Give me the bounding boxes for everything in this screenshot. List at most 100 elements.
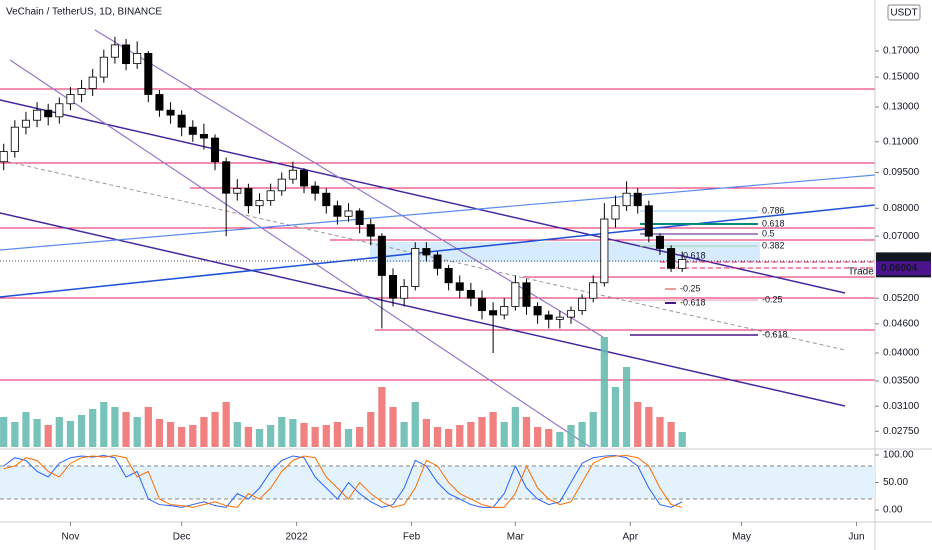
x-tick-label: 2022 [285, 532, 308, 543]
candle-body [288, 169, 297, 180]
y-tick-label: 0.13000 [883, 102, 920, 113]
y-tick-label: 0.11000 [883, 136, 919, 147]
volume-bar [166, 422, 175, 447]
volume-bar [611, 387, 620, 447]
volume-bar [200, 417, 208, 447]
candle-body [99, 56, 108, 78]
candle-body [600, 218, 609, 284]
volume-bar [77, 415, 86, 447]
volume-bar [11, 422, 19, 447]
candle-body [44, 109, 53, 118]
stoch-tick-label: 100.00 [883, 450, 914, 461]
candle-body [277, 178, 286, 192]
volume-bar [155, 419, 164, 447]
volume-bar [289, 419, 297, 447]
trend-line [0, 174, 876, 251]
volume-bar [545, 429, 553, 447]
x-tick-label: Nov [62, 532, 80, 543]
stoch-k-line [3, 455, 683, 508]
volume-bar [33, 419, 41, 447]
volume-bar [244, 427, 253, 447]
candle-body [500, 306, 509, 316]
volume-bar [478, 417, 486, 447]
y-tick-label: 0.05200 [883, 293, 920, 304]
candle-body [433, 254, 442, 269]
candle-body [655, 235, 664, 249]
x-tick-label: Jun [848, 532, 864, 543]
volume-bar [189, 425, 197, 447]
y-tick-label: 0.03100 [883, 401, 920, 412]
volume-bar [589, 412, 597, 447]
stoch-tick-label: 50.00 [883, 477, 908, 488]
candle-body [422, 248, 431, 256]
volume-bar [0, 417, 8, 447]
candle-body [455, 282, 464, 291]
candle-body [489, 310, 498, 316]
candle-body [144, 53, 153, 95]
candle-body [366, 224, 375, 237]
volume-bar [89, 409, 97, 447]
candle-body [388, 275, 398, 299]
candle-body [511, 282, 520, 307]
volume-bar [378, 387, 386, 447]
x-tick-label: Feb [403, 532, 421, 543]
volume-bar [367, 412, 375, 447]
y-tick-label: 0.09500 [883, 167, 920, 178]
volume-bar [445, 429, 453, 447]
stoch-d-line [3, 455, 683, 508]
y-tick-label: 0.02750 [883, 426, 920, 437]
fib-label: 0.786 [762, 205, 785, 215]
candle-body [66, 94, 75, 105]
volume-bar [356, 427, 364, 447]
y-tick-label: 0.08000 [883, 203, 920, 214]
candle-body [300, 169, 309, 187]
y-tick-label: 0.04600 [883, 318, 920, 329]
volume-bar [178, 427, 186, 447]
candle-body [533, 306, 542, 316]
volume-bar [411, 402, 419, 447]
volume-bar [222, 402, 230, 447]
volume-bar [656, 417, 664, 447]
candle-body [255, 200, 264, 207]
volume-bar [489, 412, 497, 447]
trend-line [0, 159, 846, 351]
x-tick-label: Apr [623, 532, 639, 543]
volume-bar [678, 432, 686, 447]
volume-bar [255, 429, 264, 447]
volume-bar [600, 337, 608, 447]
volume-bar [278, 417, 286, 447]
candle-body [444, 267, 453, 284]
volume-bar [211, 412, 219, 447]
candle-body [466, 289, 475, 299]
candle-body [33, 109, 42, 121]
volume-bar [556, 432, 564, 447]
volume-bar [233, 422, 241, 447]
fib-label: -0.618 [762, 329, 788, 339]
x-tick-label: Mar [507, 532, 525, 543]
candle-body [88, 76, 97, 89]
candle-body [667, 248, 676, 269]
candle-body [133, 53, 142, 65]
fib-label: -0.25 [680, 283, 701, 293]
candle-body [155, 94, 164, 111]
currency[interactable]: USDT [890, 8, 917, 19]
candle-body [222, 161, 231, 194]
trend-line [0, 99, 846, 294]
volume-bar [645, 407, 653, 447]
volume-bar [567, 425, 575, 447]
volume-bar [55, 417, 63, 447]
candle-body [244, 188, 253, 207]
volume-bar [433, 427, 442, 447]
candle-body [400, 286, 409, 299]
candle-body [122, 44, 131, 65]
candle-body [21, 119, 30, 128]
currency-box[interactable] [887, 4, 921, 21]
candle-body [522, 282, 531, 307]
candle-body [411, 248, 420, 287]
marked-price: 0.06004 [881, 263, 918, 274]
volume-bar [133, 417, 141, 447]
volume-bar [44, 425, 52, 447]
volume-bar [311, 427, 319, 447]
volume-bar [422, 419, 430, 447]
